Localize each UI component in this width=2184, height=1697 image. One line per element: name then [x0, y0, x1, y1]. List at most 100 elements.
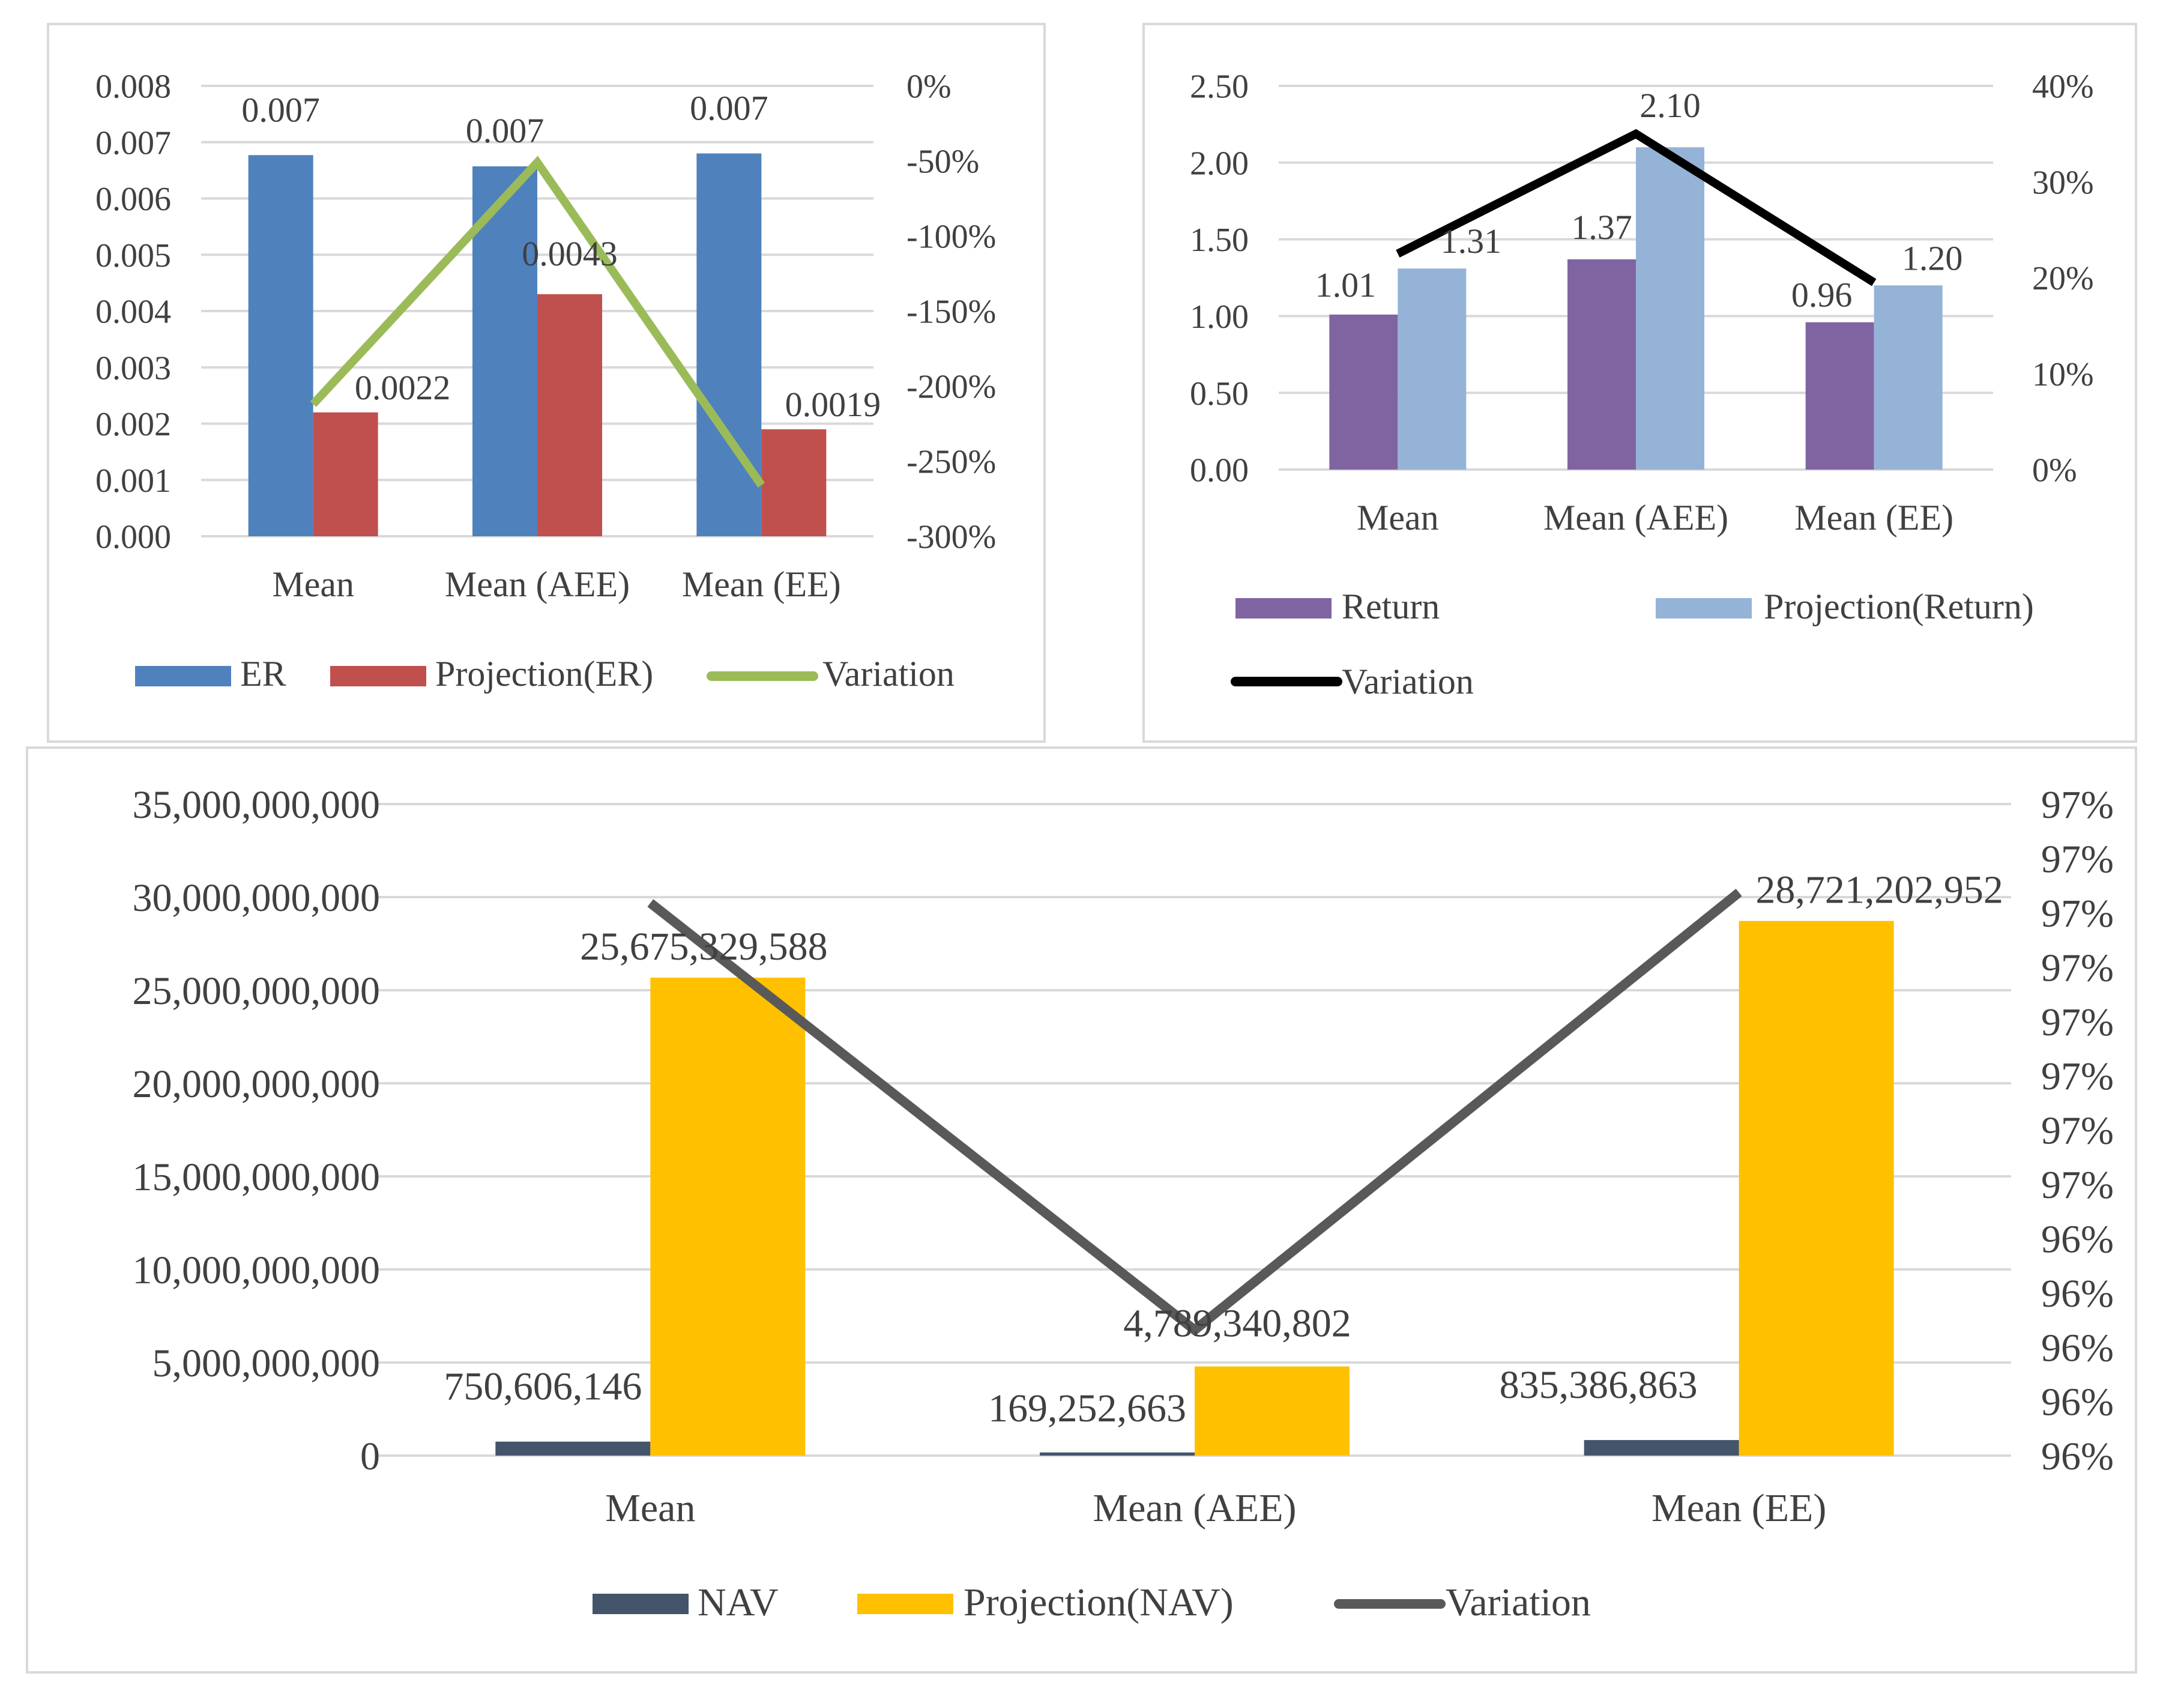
- bar-projection-er: [313, 412, 378, 536]
- data-label: 169,252,663: [988, 1387, 1186, 1430]
- right-axis-tick-label: 97%: [2041, 783, 2114, 827]
- data-label: 1.01: [1315, 265, 1377, 304]
- chart-er-data-labels: 0.007 0.007 0.007 0.0022 0.0043 0.0019: [241, 89, 881, 424]
- right-axis-tick-label: 96%: [2041, 1326, 2114, 1370]
- chart-return-right-axis: 0% 10% 20% 30% 40%: [2032, 68, 2094, 489]
- chart-nav-variation-line: [647, 889, 1742, 1336]
- bar-er: [696, 153, 762, 536]
- left-axis-tick-label: 20,000,000,000: [133, 1062, 381, 1106]
- left-axis-tick-label: 5,000,000,000: [152, 1342, 381, 1385]
- chart-er-left-axis: 0.000 0.001 0.002 0.003 0.004 0.005 0.006 0.007…: [95, 68, 171, 556]
- legend-label-variation-er: Variation: [822, 654, 955, 694]
- legend-swatch-nav: [593, 1594, 689, 1614]
- bar-projection-nav: [1739, 921, 1894, 1456]
- category-label: Mean (EE): [682, 564, 841, 604]
- data-label: 0.0022: [355, 368, 451, 407]
- bar-er: [248, 155, 313, 536]
- chart-return-legend: Return Projection(Return) Variation: [1231, 587, 2034, 701]
- variation-line: [310, 156, 765, 488]
- left-axis-tick-label: 0.00: [1190, 452, 1249, 489]
- chart-er: 0.000 0.001 0.002 0.003 0.004 0.005 0.006 0.007…: [47, 23, 1046, 743]
- variation-line: [647, 889, 1742, 1336]
- data-label: 1.37: [1571, 208, 1632, 247]
- chart-return: 0.000.501.001.502.002.50 0%10%20%30%40% …: [1142, 23, 2137, 743]
- right-axis-tick-label: 97%: [2041, 838, 2114, 882]
- chart-er-categories: Mean Mean (AEE) Mean (EE): [272, 564, 840, 604]
- right-axis-tick-label: -150%: [906, 294, 996, 331]
- left-axis-tick-label: 0.50: [1190, 375, 1249, 413]
- bar-projection-er: [761, 429, 827, 536]
- left-axis-tick-label: 15,000,000,000: [133, 1155, 381, 1199]
- legend-swatch-er: [135, 666, 231, 686]
- right-axis-tick-label: 97%: [2041, 1109, 2114, 1153]
- category-label: Mean: [605, 1486, 695, 1530]
- left-axis-tick-label: 0.004: [95, 294, 171, 331]
- legend-label-variation-return: Variation: [1342, 662, 1474, 701]
- right-axis-tick-label: -200%: [906, 369, 996, 406]
- left-axis-tick-label: 25,000,000,000: [133, 969, 381, 1013]
- category-label: Mean: [1357, 498, 1439, 537]
- bar-nav: [1584, 1440, 1739, 1456]
- right-axis-tick-label: -250%: [906, 444, 996, 481]
- data-label: 0.007: [690, 89, 768, 128]
- legend-label-variation-nav: Variation: [1446, 1581, 1591, 1624]
- left-axis-tick-label: 0.002: [95, 406, 171, 443]
- data-label: 0.007: [241, 90, 320, 129]
- left-axis-tick-label: 0.007: [95, 124, 171, 162]
- bar-projection-er: [537, 294, 602, 536]
- right-axis-tick-label: 97%: [2041, 946, 2114, 990]
- chart-return-left-axis: 0.00 0.50 1.00 1.50 2.00 2.50: [1190, 68, 1249, 489]
- left-axis-tick-label: 30,000,000,000: [133, 876, 381, 920]
- right-axis-tick-label: 10%: [2032, 356, 2094, 393]
- left-axis-tick-label: 0.000: [95, 519, 171, 556]
- data-label: 0.0043: [522, 234, 618, 273]
- left-axis-tick-label: 10,000,000,000: [133, 1248, 381, 1292]
- right-axis-tick-label: -50%: [906, 144, 979, 181]
- category-label: Mean (AEE): [445, 564, 630, 604]
- data-label: 1.31: [1441, 222, 1502, 261]
- chart-er-bars: [248, 153, 827, 536]
- legend-swatch-projection-nav: [857, 1594, 953, 1614]
- legend-label-nav: NAV: [698, 1581, 778, 1624]
- chart-nav-bars: [495, 921, 1894, 1456]
- right-axis-tick-label: -100%: [906, 219, 996, 256]
- legend-label-projection-nav: Projection(NAV): [964, 1581, 1234, 1624]
- right-axis-tick-label: 0%: [2032, 452, 2077, 489]
- right-axis-tick-label: 96%: [2041, 1435, 2114, 1478]
- category-label: Mean (EE): [1652, 1486, 1826, 1530]
- chart-return-categories: Mean Mean (AEE) Mean (EE): [1357, 498, 1953, 537]
- legend-swatch-projection-return: [1656, 598, 1752, 619]
- bar-projection-return: [1398, 268, 1467, 470]
- data-label: 0.007: [466, 111, 544, 150]
- chart-er-legend: ER Projection(ER) Variation: [135, 654, 955, 694]
- left-axis-tick-label: 1.50: [1190, 222, 1249, 259]
- right-axis-tick-label: 30%: [2032, 164, 2094, 201]
- left-axis-tick-label: 35,000,000,000: [133, 783, 381, 827]
- data-label: 25,675,329,588: [580, 925, 828, 969]
- left-axis-tick-label: 0.005: [95, 237, 171, 274]
- chart-nav-right-axis: 96% 96% 96% 96% 96% 97% 97% 97% 97% 97% 97% 97% 97%: [2041, 783, 2114, 1478]
- bar-return: [1805, 322, 1874, 470]
- data-label: 835,386,863: [1500, 1363, 1698, 1407]
- chart-return-bars: [1329, 147, 1943, 470]
- bar-nav: [1040, 1452, 1195, 1456]
- bar-projection-return: [1636, 147, 1704, 470]
- category-label: Mean (AEE): [1093, 1486, 1296, 1530]
- chart-nav-categories: Mean Mean (AEE) Mean (EE): [605, 1486, 1826, 1530]
- bar-return: [1567, 259, 1636, 470]
- right-axis-tick-label: 20%: [2032, 260, 2094, 297]
- left-axis-tick-label: 1.00: [1190, 298, 1249, 336]
- legend-label-projection-return: Projection(Return): [1764, 587, 2034, 626]
- chart-nav: 0 5,000,000,000 10,000,000,000 15,000,000,0…: [26, 746, 2137, 1674]
- chart-er-variation-line: [310, 156, 765, 488]
- legend-swatch-projection-er: [330, 666, 426, 686]
- chart-return-variation-line: [1396, 129, 1877, 286]
- right-axis-tick-label: 96%: [2041, 1381, 2114, 1424]
- left-axis-tick-label: 0.003: [95, 349, 171, 387]
- data-label: 4,789,340,802: [1123, 1302, 1351, 1346]
- variation-line: [1396, 129, 1877, 286]
- category-label: Mean (EE): [1794, 498, 1953, 537]
- left-axis-tick-label: 2.00: [1190, 145, 1249, 182]
- right-axis-tick-label: 97%: [2041, 1054, 2114, 1098]
